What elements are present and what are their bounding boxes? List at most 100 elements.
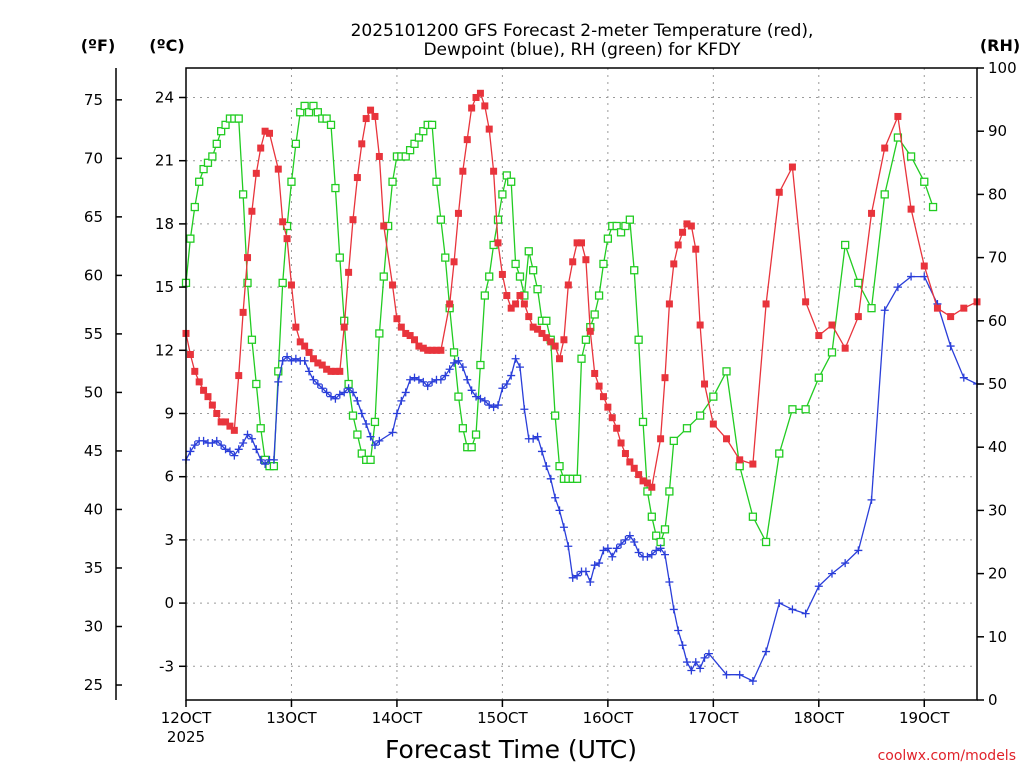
rh-point — [238, 190, 248, 199]
temperature-point — [340, 323, 348, 331]
dewpoint-point — [595, 559, 604, 568]
rh-point — [603, 234, 613, 243]
c-tick-label: 24 — [155, 88, 174, 106]
x-tick-label: 17OCT — [688, 709, 739, 727]
temperature-point — [402, 329, 410, 337]
temperature-point — [894, 112, 902, 120]
dewpoint-point — [230, 451, 239, 460]
temperature-point — [881, 144, 889, 152]
temperature-point — [367, 106, 375, 114]
dewpoint-point — [472, 392, 481, 401]
dewpoint-point — [665, 578, 674, 587]
rh-point — [313, 108, 322, 117]
rh-point — [599, 259, 608, 269]
dewpoint-point — [388, 428, 397, 437]
temperature-point — [468, 104, 476, 112]
temperature-point — [569, 258, 577, 266]
rh-point — [722, 367, 731, 376]
temperature-point — [191, 367, 199, 375]
temperature-point — [380, 222, 388, 230]
rh-point — [234, 114, 243, 123]
rh-point — [735, 462, 744, 471]
rh-tick-label: 70 — [988, 249, 1007, 267]
rh-point — [555, 462, 564, 471]
temperature-point — [261, 127, 269, 135]
dewpoint-point — [406, 375, 415, 384]
temperature-point — [450, 258, 458, 266]
dewpoint-point — [485, 401, 494, 410]
temperature-point — [432, 346, 440, 354]
c-tick-label: 15 — [155, 278, 174, 296]
temperature-point — [749, 460, 757, 468]
temperature-point — [454, 209, 462, 217]
f-tick-label: 70 — [84, 149, 103, 167]
temperature-point — [701, 380, 709, 388]
rh-point — [186, 234, 195, 243]
temperature-point — [503, 292, 511, 300]
temperature-point — [775, 188, 783, 196]
temperature-point — [186, 351, 194, 359]
rh-point — [353, 430, 362, 439]
dewpoint-point — [234, 445, 243, 454]
dewpoint-point — [682, 658, 691, 667]
dewpoint-point — [366, 432, 375, 441]
c-tick-label: 21 — [155, 152, 174, 170]
temperature-point — [217, 418, 225, 426]
temperature-point — [635, 471, 643, 479]
dewpoint-point — [647, 550, 656, 559]
rh-point — [788, 405, 797, 414]
dewpoint-point — [327, 392, 336, 401]
dewpoint-point — [348, 388, 357, 397]
rh-point — [291, 139, 301, 148]
rh-tick-label: 30 — [988, 501, 1007, 519]
temperature-point — [309, 355, 317, 363]
rh-point — [652, 531, 661, 540]
dewpoint-point — [687, 666, 696, 675]
temperature-point — [828, 321, 836, 329]
dewpoint-point — [907, 272, 916, 281]
temperature-point — [560, 336, 568, 344]
rh-point — [199, 164, 208, 174]
temperature-point — [437, 346, 445, 354]
dewpoint-point — [722, 670, 731, 679]
temperature-point — [389, 281, 397, 289]
temperature-point — [626, 458, 634, 466]
dewpoint-point — [252, 445, 261, 454]
dewpoint-point — [546, 474, 555, 483]
rh-point — [247, 335, 257, 344]
temperature-point — [424, 346, 432, 354]
temperature-point — [292, 323, 300, 331]
temperature-point — [516, 292, 524, 300]
temperature-point — [248, 207, 256, 215]
temperature-point — [696, 321, 704, 329]
dewpoint-point — [656, 544, 665, 553]
rh-point — [467, 443, 476, 452]
rh-point — [471, 430, 481, 439]
temperature-point — [415, 342, 423, 350]
temperature-point — [463, 136, 471, 144]
temperature-point — [327, 367, 335, 375]
temperature-point — [687, 222, 695, 230]
dewpoint-point — [370, 441, 379, 450]
dewpoint-point — [217, 441, 226, 450]
rh-point — [480, 291, 489, 300]
temperature-point — [507, 304, 515, 312]
temperature-point — [591, 369, 599, 377]
dewpoint-point — [660, 550, 669, 559]
temperature-point — [564, 281, 572, 289]
f-tick-label: 30 — [84, 618, 103, 636]
dewpoint-point — [309, 375, 318, 384]
temperature-point — [459, 167, 467, 175]
temperature-point — [613, 424, 621, 432]
rh-point — [634, 335, 643, 344]
rh-point — [572, 474, 582, 483]
dewpoint-point — [537, 447, 546, 456]
dewpoint-point — [480, 396, 489, 405]
rh-point — [287, 177, 296, 186]
temperature-point — [323, 365, 331, 373]
rh-point — [669, 436, 678, 446]
temperature-point — [353, 174, 361, 182]
rh-point — [427, 120, 437, 130]
credit-label: coolwx.com/models — [878, 748, 1016, 764]
f-tick-label: 75 — [84, 91, 103, 109]
